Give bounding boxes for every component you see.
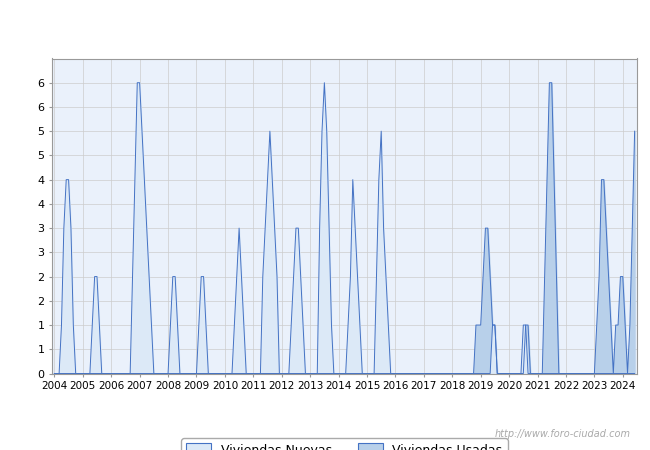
Text: http://www.foro-ciudad.com: http://www.foro-ciudad.com	[495, 429, 630, 439]
Legend: Viviendas Nuevas, Viviendas Usadas: Viviendas Nuevas, Viviendas Usadas	[181, 438, 508, 450]
Text: Válor - Evolucion del Nº de Transacciones Inmobiliarias: Válor - Evolucion del Nº de Transaccione…	[98, 16, 552, 34]
